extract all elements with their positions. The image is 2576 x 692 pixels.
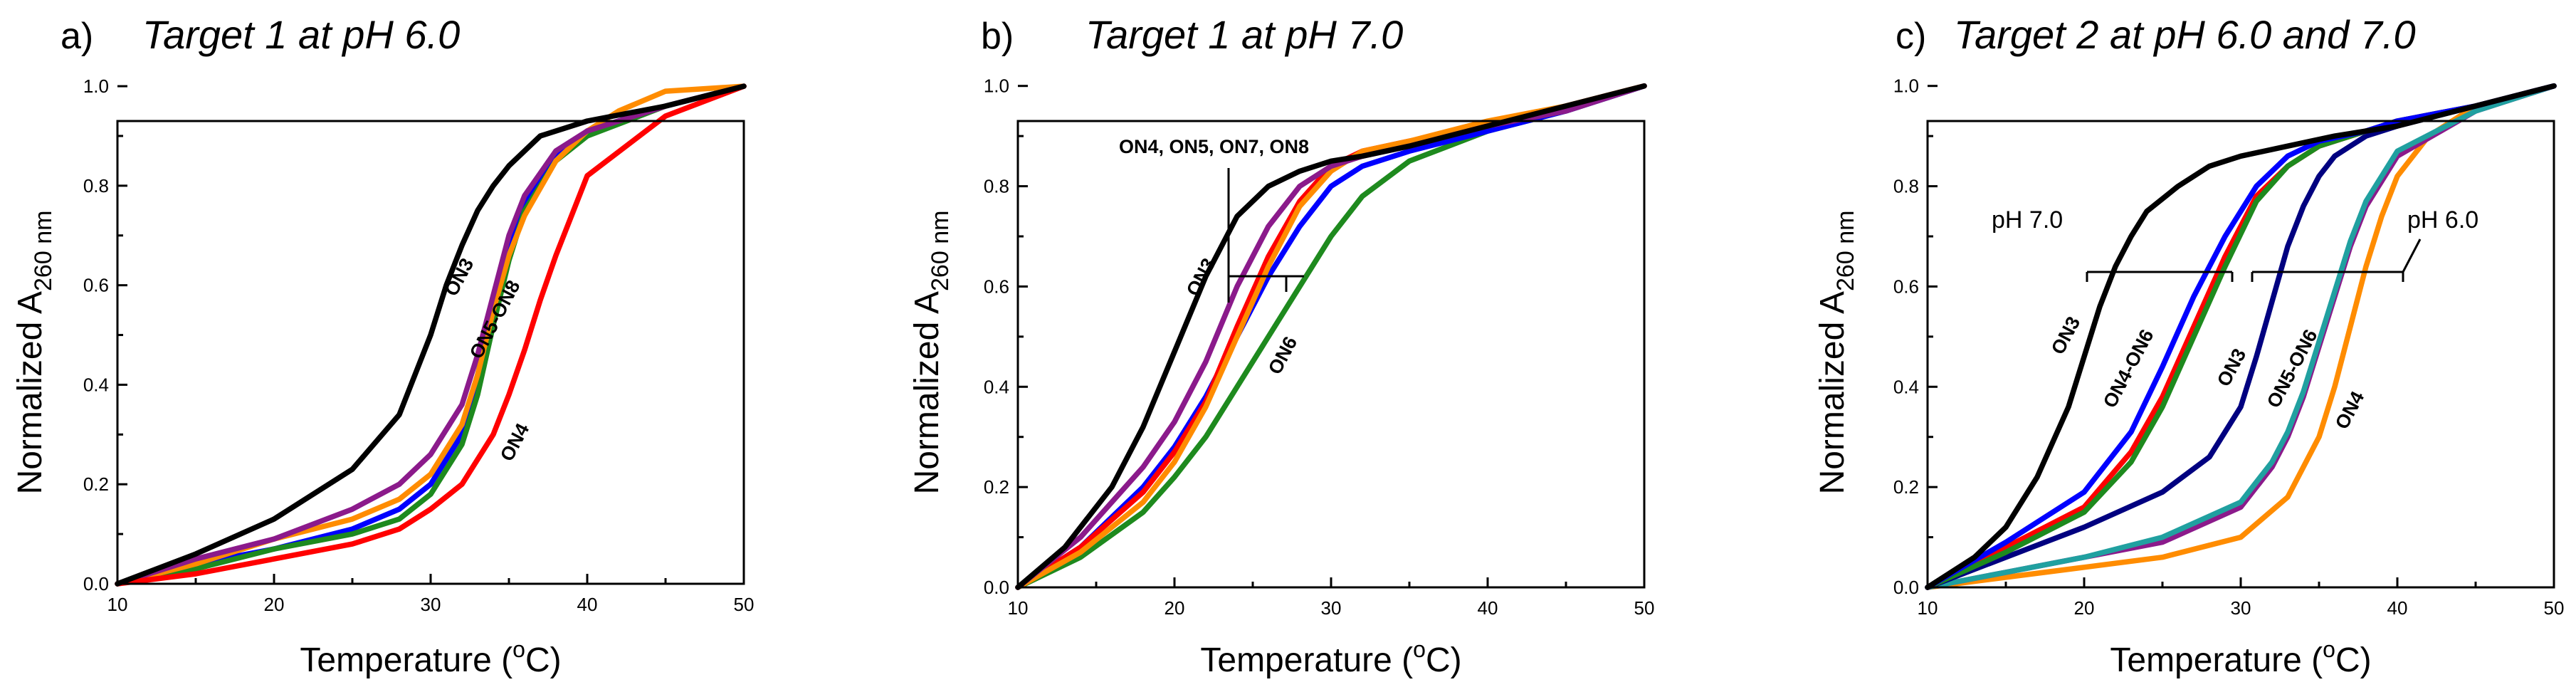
panel-b-series-6 [1015,83,1647,590]
panel-c-series-5 [1925,83,2557,590]
panel-a-series-6 [115,83,747,587]
panel-b-letter: b) [981,16,1014,57]
panel-b-y-tick-label: 0.8 [984,176,1009,197]
panel-a-series-4 [115,83,747,587]
panel-c-x-tick-label: 50 [2544,597,2565,619]
panel-a-y-tick-label: 0.2 [83,473,109,495]
panel-c-label-on4-ph6: ON4 [2331,388,2369,433]
panel-a-y-tick-label: 0.4 [83,374,109,395]
panel-c-x-axis-title: Temperature (oC) [2110,636,2371,679]
panel-b-x-tick-label: 40 [1478,597,1498,619]
panel-c-curves [1925,83,2557,590]
panel-b-x-tick-label: 20 [1165,597,1185,619]
panel-a-y-tick-label: 1.0 [83,75,109,97]
panel-c-series-8 [1925,83,2557,590]
panel-b-series-4 [1015,83,1647,590]
panel-a-x-axis-title: Temperature (oC) [300,636,561,679]
panel-b-y-axis-title: Normalized A260 nm [908,211,954,495]
panel-c-series-2 [1925,83,2557,590]
panel-a-y-axis-title: Normalized A260 nm [11,211,57,495]
panel-c-x-tick-label: 20 [2074,597,2095,619]
panel-a-x-tick-label: 10 [107,594,128,615]
panel-b-x-tick-label: 50 [1634,597,1655,619]
panel-b-y-tick-label: 0.0 [984,577,1009,598]
panel-b-label-on4-on8: ON4, ON5, ON7, ON8 [1119,136,1309,157]
panel-a-x-tick-label: 50 [734,594,755,615]
panel-c-x-tick-label: 40 [2387,597,2408,619]
panel-a-curves [115,83,747,587]
panel-c-x-tick-label: 30 [2231,597,2251,619]
panel-a-x-tick-label: 30 [421,594,441,615]
panel-b-y-tick-label: 1.0 [984,75,1009,97]
panel-c-bracket-ph6 [2251,238,2422,282]
panel-a-series-5 [115,83,747,587]
panel-b-x-tick-label: 30 [1321,597,1342,619]
panel-c-label-on3-ph6: ON3 [2213,345,2251,390]
panel-b-ticks: 10 20 30 40 50 0.0 0.2 0.4 0.6 0.8 1.0 [984,75,1655,619]
panel-c-x-tick-label: 10 [1918,597,1938,619]
panel-a-ticks: 10 20 30 40 50 0.0 0.2 0.4 0.6 0.8 1.0 [83,75,755,615]
panel-b-title: Target 1 at pH 7.0 [1085,12,1403,57]
panel-a-y-tick-label: 0.8 [83,175,109,196]
panel-c-y-tick-label: 0.4 [1893,376,1919,397]
panel-a-title: Target 1 at pH 6.0 [142,12,460,57]
panel-c-series-1 [1925,83,2557,590]
panel-b-axes-frame [1016,120,1646,589]
panel-c-y-tick-label: 0.2 [1893,476,1919,498]
panel-a-label-on4: ON4 [496,420,534,465]
panel-b: b) Target 1 at pH 7.0 10 20 30 40 50 0.0 0.2 0.… [908,12,1654,679]
panel-c-series-4 [1925,83,2557,590]
panel-c-axes-frame [1926,120,2555,589]
panel-a-x-tick-label: 40 [577,594,598,615]
panel-b-y-tick-label: 0.2 [984,476,1009,498]
panel-a-axes-frame [116,120,745,585]
panel-c-label-ph6: pH 6.0 [2407,206,2478,234]
panel-b-annotation-bracket [1227,168,1304,303]
panel-c-y-tick-label: 0.6 [1893,276,1919,297]
panel-c-letter: c) [1896,16,1926,57]
panel-c-series-6 [1925,83,2557,590]
panel-c: c) Target 2 at pH 6.0 and 7.0 10 20 30 40 50… [1814,12,2564,679]
panel-c-y-tick-label: 0.8 [1893,176,1919,197]
panel-c-bracket-ph7 [2086,271,2234,282]
panel-b-curves [1015,83,1647,590]
panel-c-series-3 [1925,83,2557,590]
panel-a-y-tick-label: 0.0 [83,573,109,594]
panel-b-x-axis-title: Temperature (oC) [1200,636,1461,679]
panel-c-label-on3-ph7: ON3 [2047,313,2085,358]
panel-b-y-tick-label: 0.6 [984,276,1009,297]
panel-c-y-tick-label: 1.0 [1893,75,1919,97]
panel-a-y-tick-label: 0.6 [83,275,109,296]
panel-a-x-tick-label: 20 [264,594,285,615]
panel-c-label-ph7: pH 7.0 [1992,206,2063,234]
panel-c-series-7 [1925,83,2557,590]
panel-a: a) Target 1 at pH 6.0 10 20 30 40 50 0.0 0.2 0.… [11,12,754,679]
panel-c-title: Target 2 at pH 6.0 and 7.0 [1954,12,2416,57]
panel-b-y-tick-label: 0.4 [984,376,1009,397]
panel-b-x-tick-label: 10 [1008,597,1029,619]
panel-c-y-tick-label: 0.0 [1893,577,1919,598]
panel-c-y-axis-title: Normalized A260 nm [1814,211,1859,495]
panel-a-label-on3: ON3 [441,255,478,300]
panel-a-letter: a) [61,16,93,57]
panel-b-series-2 [1015,83,1647,590]
